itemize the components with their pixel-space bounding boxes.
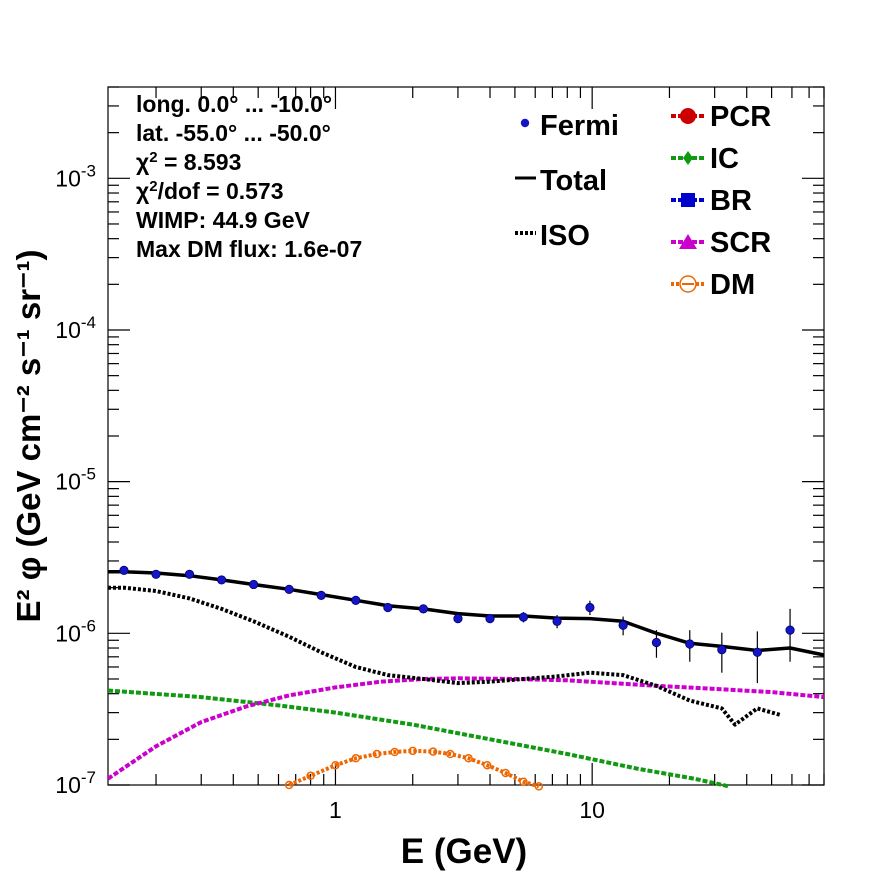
legend-marker-ic (683, 151, 693, 165)
dm-marker (351, 754, 361, 763)
y-tick-label: 10-6 (55, 616, 96, 646)
dm-marker (408, 746, 417, 756)
series-dm (288, 748, 540, 789)
info-line: χ2 = 8.593 (136, 149, 241, 175)
fermi-point (284, 584, 294, 594)
fermi-point (119, 565, 129, 575)
x-tick-label: 1 (329, 797, 342, 823)
legend-marker-scr (679, 234, 697, 249)
dm-marker (519, 777, 528, 787)
fermi-point (685, 639, 695, 649)
series-scr (106, 676, 825, 781)
legend-label: SCR (710, 227, 771, 259)
fermi-point (651, 637, 662, 648)
axis-ticks (108, 86, 825, 786)
fermi-point (752, 647, 762, 657)
y-tick-label: 10-4 (55, 313, 96, 343)
y-axis-title: E² φ (GeV cm⁻² s⁻¹ sr⁻¹) (10, 250, 47, 623)
dm-marker (428, 747, 438, 756)
dm-marker (390, 747, 399, 757)
info-line: χ2/dof = 0.573 (136, 178, 284, 204)
series-iso (108, 585, 781, 727)
legend-label: BR (710, 185, 752, 217)
dm-marker (331, 760, 340, 770)
legend-label: DM (710, 269, 755, 301)
dm-marker (534, 782, 544, 791)
legend-marker-br (681, 193, 695, 207)
dm-marker (482, 760, 492, 770)
fermi-point (485, 614, 495, 624)
fermi-point (249, 579, 259, 590)
y-tick-label: 10-3 (55, 161, 96, 191)
fermi-point (383, 602, 393, 613)
info-line: long. 0.0° ... -10.0° (136, 91, 332, 117)
fermi-point (518, 612, 529, 622)
dm-marker (284, 780, 294, 790)
legend-marker-fermi (520, 118, 530, 128)
info-box: long. 0.0° ... -10.0° lat. -55.0° ... -50… (136, 91, 362, 262)
info-line: WIMP: 44.9 GeV (136, 207, 310, 233)
fermi-points (119, 565, 795, 684)
fermi-point (585, 602, 595, 613)
series-layer (106, 569, 825, 791)
series-ic (107, 688, 730, 789)
fermi-point (151, 569, 161, 579)
legend: Fermi Total ISO PCR IC BR SCR DM (515, 101, 771, 301)
dm-marker (464, 754, 473, 763)
fermi-point (785, 625, 795, 635)
info-line: lat. -55.0° ... -50.0° (136, 120, 331, 146)
legend-marker-pcr (680, 108, 696, 124)
fermi-point (184, 569, 195, 579)
y-tick-label: 10-5 (55, 465, 96, 495)
info-line: Max DM flux: 1.6e-07 (136, 236, 362, 262)
fermi-point (552, 616, 562, 626)
x-tick-label: 10 (579, 797, 605, 823)
dm-marker (306, 771, 315, 781)
axis-tick-labels: 1 10 10-7 10-6 10-5 10-4 10-3 (55, 161, 605, 823)
legend-label: PCR (710, 101, 771, 133)
fermi-point (216, 575, 227, 585)
y-tick-label: 10-7 (55, 768, 96, 798)
fermi-point (418, 604, 428, 614)
fermi-point (351, 595, 361, 605)
fermi-point (618, 620, 628, 630)
fermi-point (316, 590, 326, 600)
x-axis-title: E (GeV) (401, 832, 527, 871)
dm-marker (445, 749, 455, 759)
legend-label: ISO (540, 220, 590, 252)
fermi-point (453, 614, 463, 624)
legend-label: IC (710, 143, 739, 175)
series-total (108, 569, 825, 657)
fermi-point (717, 645, 727, 655)
dm-marker (501, 768, 510, 778)
legend-label: Fermi (540, 110, 619, 142)
dm-marker (372, 749, 382, 759)
legend-label: Total (540, 165, 607, 197)
